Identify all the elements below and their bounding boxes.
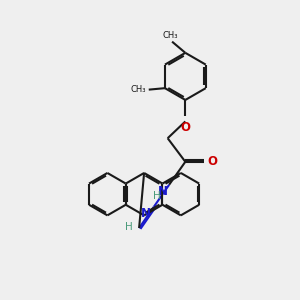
Text: H: H xyxy=(125,222,133,232)
Text: H: H xyxy=(153,191,160,201)
Text: CH₃: CH₃ xyxy=(163,31,178,40)
Text: O: O xyxy=(207,155,218,168)
Text: O: O xyxy=(180,122,190,134)
Text: N: N xyxy=(141,207,151,220)
Text: N: N xyxy=(158,185,168,198)
Text: CH₃: CH₃ xyxy=(131,85,146,94)
